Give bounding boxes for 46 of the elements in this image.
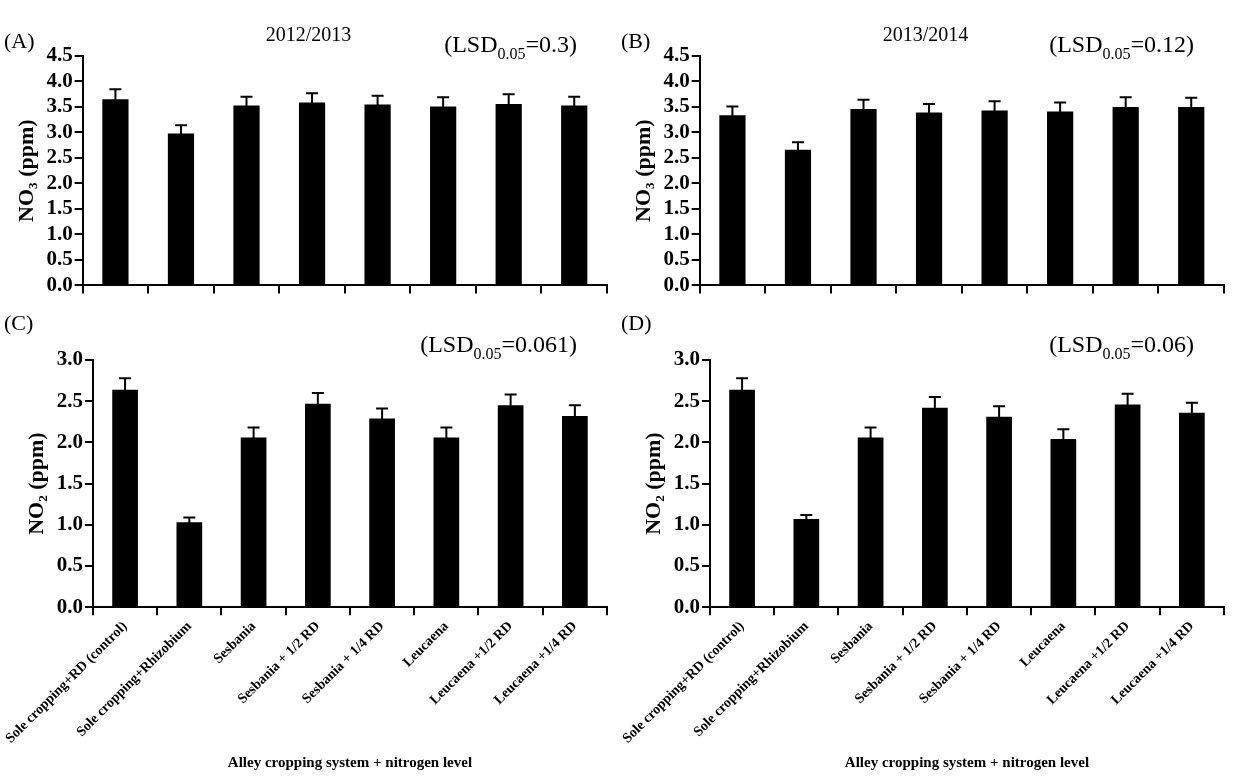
y-tick-label: 3.0 [56,346,83,371]
chart-title: 2012/2013 [265,23,352,46]
y-tick-label: 2.5 [673,387,700,412]
y-axis-title: NO₃ (ppm) [629,119,655,222]
y-tick-label: 4.0 [663,67,690,92]
x-axis-title: Alley cropping system + nitrogen level [844,753,1090,770]
text: (C) [4,310,34,335]
y-tick-label: 2.5 [663,144,690,169]
y-tick-label: 3.0 [673,346,700,371]
y-tick-label: 0.5 [46,246,73,271]
y-axis-title: NO₃ (ppm) [12,119,38,222]
text: (B) [621,28,651,53]
y-tick-label: 3.0 [663,118,690,143]
y-tick-label: 0.5 [663,246,690,271]
y-tick-label: 2.5 [56,387,83,412]
y-tick-label: 3.0 [46,118,73,143]
y-tick-label: 1.0 [56,511,83,536]
y-tick-label: 0.0 [46,271,73,296]
y-tick-label: 1.0 [673,511,700,536]
y-tick-label: 1.0 [663,220,690,245]
y-tick-label: 1.5 [663,195,690,220]
y-tick-label: 0.0 [663,271,690,296]
text: (D) [621,310,652,335]
y-tick-label: 0.0 [673,593,700,618]
y-tick-label: 1.5 [46,195,73,220]
y-tick-label: 1.0 [46,220,73,245]
text: (A) [4,28,35,53]
y-tick-label: 4.0 [46,67,73,92]
x-axis-title: Alley cropping system + nitrogen level [227,753,473,770]
y-tick-label: 2.0 [673,428,700,453]
y-tick-label: 3.5 [46,93,73,118]
y-tick-label: 2.0 [663,169,690,194]
chart-title: 2013/2014 [882,23,969,46]
y-tick-label: 1.5 [673,470,700,495]
y-tick-label: 4.5 [46,42,73,67]
y-tick-label: 0.0 [56,593,83,618]
y-tick-label: 1.5 [56,470,83,495]
y-tick-label: 2.0 [46,169,73,194]
y-tick-label: 0.5 [673,552,700,577]
y-tick-label: 2.5 [46,144,73,169]
y-tick-label: 2.0 [56,428,83,453]
y-axis-title: NO₂ (ppm) [23,432,49,535]
y-axis-title: NO₂ (ppm) [640,432,666,535]
y-tick-label: 3.5 [663,93,690,118]
y-tick-label: 0.5 [56,552,83,577]
y-tick-label: 4.5 [663,42,690,67]
